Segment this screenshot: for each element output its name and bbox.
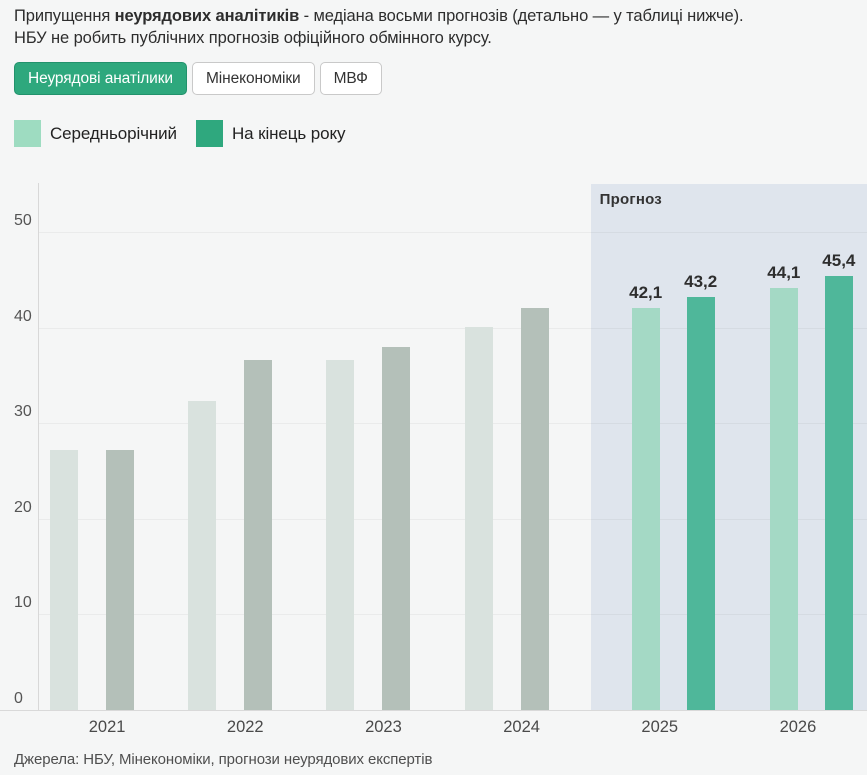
x-axis-label-2022: 2022 xyxy=(226,718,264,736)
source-tabs: Неурядові анатілики Мінекономіки МВФ xyxy=(14,62,382,95)
bar-value-label: 42,1 xyxy=(629,282,663,302)
source-note: Джерела: НБУ, Мінекономіки, прогнози неу… xyxy=(14,751,433,768)
tab-ministry-of-economy[interactable]: Мінекономіки xyxy=(191,62,315,95)
legend-swatch-annual-average xyxy=(14,120,41,147)
description-suffix: - медіана восьми прогнозів (детально — у… xyxy=(299,7,744,25)
bar-2023-eoy xyxy=(382,346,411,710)
x-axis-label-2025: 2025 xyxy=(641,718,679,736)
x-axis-label-2021: 2021 xyxy=(88,718,126,736)
gridline xyxy=(38,327,867,329)
legend-item-annual-average: Середньорічний xyxy=(14,120,177,147)
bar-value-label: 44,1 xyxy=(767,263,801,283)
y-axis-line xyxy=(38,183,39,710)
bar-value-label: 43,2 xyxy=(684,272,718,292)
bar-value-label: 45,4 xyxy=(822,250,856,270)
bar-2024-eoy xyxy=(520,308,549,710)
bar-2024-avg xyxy=(464,326,493,710)
description-prefix: Припущення xyxy=(14,7,115,25)
y-axis-tick-label: 0 xyxy=(14,690,23,707)
legend-swatch-end-of-year xyxy=(195,120,223,147)
bar-2021-eoy xyxy=(106,449,134,710)
bar-2021-avg xyxy=(50,449,78,710)
y-axis-tick-label: 30 xyxy=(14,403,32,421)
x-axis-label-2023: 2023 xyxy=(365,718,402,736)
bar-2026-eoy xyxy=(824,275,853,710)
forecast-band-label: Прогноз xyxy=(599,191,662,208)
bar-2025-avg xyxy=(631,307,660,710)
tab-nongovernment-analysts[interactable]: Неурядові анатілики xyxy=(14,62,187,95)
bar-2022-eoy xyxy=(244,360,273,710)
tab-imf[interactable]: МВФ xyxy=(319,62,382,95)
gridline xyxy=(38,423,867,425)
legend-label-annual-average: Середньорічний xyxy=(50,123,177,143)
gridline xyxy=(38,232,867,233)
y-axis-tick-label: 10 xyxy=(14,594,32,612)
description-line2: НБУ не робить публічних прогнозів офіцій… xyxy=(14,28,492,47)
y-axis-tick-label: 50 xyxy=(14,212,32,229)
chart-description: Припущення неурядових аналітиків - медіа… xyxy=(14,6,854,49)
x-axis-label-2024: 2024 xyxy=(503,718,540,736)
x-axis-line xyxy=(0,710,867,711)
bar-2025-eoy xyxy=(686,297,715,710)
bar-chart: Прогноз 0 10 20 30 40 50 2021 2022 2023 2024 42,1 43… xyxy=(0,183,867,736)
legend-item-end-of-year: На кінець року xyxy=(195,120,346,147)
gridline xyxy=(38,614,867,616)
legend-label-end-of-year: На кінець року xyxy=(231,123,346,143)
gridline xyxy=(38,518,867,520)
bar-2026-avg xyxy=(769,288,798,710)
bar-2022-avg xyxy=(188,401,217,710)
y-axis-tick-label: 20 xyxy=(14,498,32,516)
bar-2023-avg xyxy=(326,360,355,710)
description-bold: неурядових аналітиків xyxy=(114,7,300,25)
y-axis-tick-label: 40 xyxy=(14,307,32,325)
chart-legend: Середньорічний На кінець року xyxy=(14,120,346,147)
x-axis-label-2026: 2026 xyxy=(779,718,817,736)
